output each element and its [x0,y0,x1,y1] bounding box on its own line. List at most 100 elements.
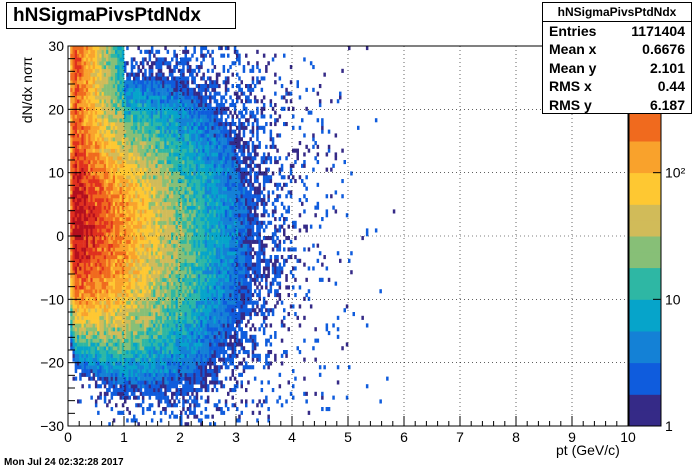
heatmap-cell [90,331,93,336]
heatmap-cell [189,346,192,351]
heatmap-cell [171,106,174,111]
heatmap-cell [184,53,187,58]
heatmap-cell [88,114,91,119]
heatmap-cell [101,87,105,92]
heatmap-cell [128,312,131,317]
heatmap-cell [150,274,154,279]
heatmap-cell [191,327,194,332]
heatmap-cell [162,243,165,248]
heatmap-cell [97,133,100,138]
heatmap-cell [117,87,120,92]
heatmap-cell [101,91,105,96]
heatmap-cell [79,209,82,214]
heatmap-cell [88,296,91,301]
heatmap-cell [141,380,145,385]
heatmap-cell [180,315,183,320]
heatmap-cell [92,57,96,62]
heatmap-cell [173,106,176,111]
heatmap-cell [155,361,158,366]
heatmap-cell [166,300,170,305]
heatmap-cell [180,87,183,92]
heatmap-cell [159,72,163,77]
heatmap-cell [124,300,127,305]
heatmap-cell [117,95,120,100]
heatmap-cell [70,338,73,343]
heatmap-cell [164,232,167,237]
heatmap-cell [92,266,96,271]
heatmap-cell [171,403,174,408]
heatmap-cell [146,277,149,282]
heatmap-cell [153,91,156,96]
heatmap-cell [94,274,98,279]
heatmap-cell [141,304,145,309]
heatmap-cell [108,125,111,130]
heatmap-cell [92,129,96,134]
heatmap-cell [79,281,82,286]
heatmap-cell [74,319,78,324]
heatmap-cell [130,353,134,358]
heatmap-cell [124,217,127,222]
heatmap-cell [101,106,105,111]
heatmap-cell [150,285,154,290]
heatmap-cell [173,399,176,404]
heatmap-cell [171,175,174,180]
heatmap-cell [128,228,131,233]
heatmap-cell [189,384,192,389]
heatmap-cell [164,334,167,339]
heatmap-cell [157,137,161,142]
heatmap-cell [106,270,109,275]
heatmap-cell [106,209,109,214]
heatmap-cell [173,87,176,92]
heatmap-cell [85,285,89,290]
heatmap-cell [130,125,134,130]
heatmap-cell [83,224,87,229]
heatmap-cell [88,186,91,191]
heatmap-cell [121,274,125,279]
heatmap-cell [144,122,147,127]
heatmap-cell [126,353,129,358]
heatmap-cell [112,61,116,66]
heatmap-cell [110,217,114,222]
heatmap-cell [124,144,127,149]
heatmap-cell [186,236,190,241]
heatmap-cell [184,213,187,218]
heatmap-cell [119,270,122,275]
heatmap-cell [173,95,176,100]
heatmap-cell [74,308,78,313]
heatmap-cell [121,148,125,153]
heatmap-cell [112,133,116,138]
heatmap-cell [83,342,87,347]
heatmap-cell [150,315,154,320]
heatmap-cell [101,57,105,62]
heatmap-cell [97,209,100,214]
heatmap-cell [97,236,100,241]
heatmap-cell [191,201,194,206]
heatmap-cell [97,49,100,54]
heatmap-cell [126,228,129,233]
heatmap-cell [175,106,178,111]
heatmap-cell [157,232,161,237]
heatmap-cell [162,217,165,222]
heatmap-cell [90,95,93,100]
heatmap-cell [168,201,172,206]
heatmap-cell [193,369,196,374]
heatmap-cell [175,315,178,320]
heatmap-cell [186,304,190,309]
heatmap-cell [180,228,183,233]
heatmap-cell [180,353,183,358]
heatmap-cell [110,255,114,260]
heatmap-cell [191,380,194,385]
heatmap-cell [141,171,145,176]
heatmap-cell [94,361,98,366]
heatmap-cell [186,239,190,244]
heatmap-cell [128,296,131,301]
heatmap-cell [189,350,192,355]
heatmap-cell [81,258,84,263]
heatmap-cell [137,300,140,305]
heatmap-cell [135,258,138,263]
heatmap-cell [186,122,190,127]
heatmap-cell [70,243,73,248]
heatmap-cell [133,175,136,180]
heatmap-cell [72,87,75,92]
heatmap-cell [193,327,196,332]
